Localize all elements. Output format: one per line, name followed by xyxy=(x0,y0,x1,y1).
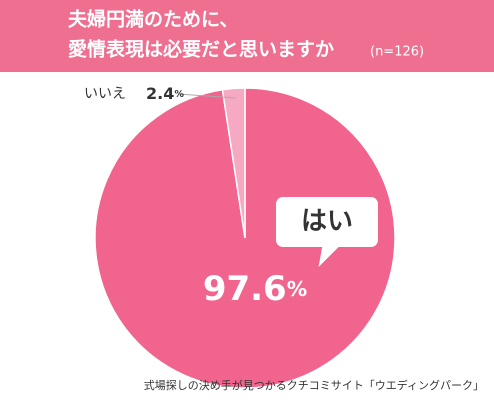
pie-slice xyxy=(221,87,246,239)
value-label: 97.6% xyxy=(203,269,307,309)
subtitle: (n=126) xyxy=(370,45,424,60)
slice-label: いいえ xyxy=(84,86,126,102)
slice-label: はい xyxy=(301,207,353,237)
title-line: 夫婦円満のために、 xyxy=(68,8,238,31)
value-label: 2.4% xyxy=(146,84,184,103)
leader-line xyxy=(177,93,237,99)
callout-box xyxy=(274,195,380,273)
source: 式場探しの決め手が見つかるクチコミサイト「ウエディングパーク」 xyxy=(144,378,484,392)
pie xyxy=(94,87,396,389)
header-band xyxy=(0,0,494,72)
title-line: 愛情表現は必要だと思いますか xyxy=(68,38,334,61)
